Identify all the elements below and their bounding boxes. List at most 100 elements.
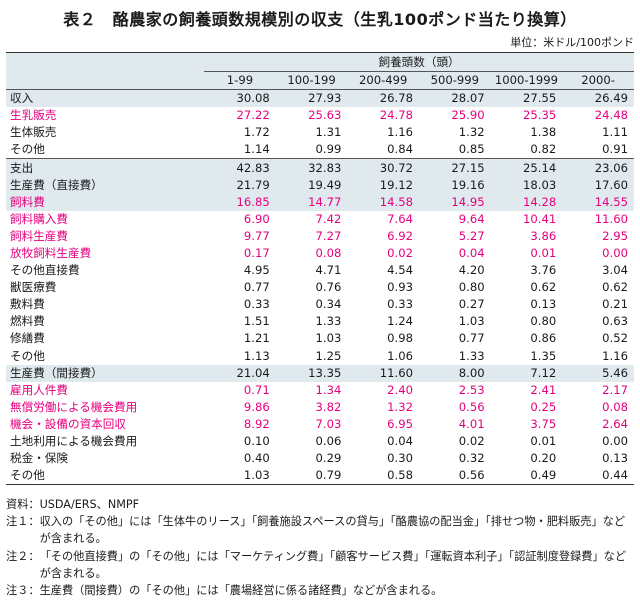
cell-value: 1.21 <box>243 331 270 346</box>
cell-value: 0.58 <box>347 467 419 486</box>
row-label: 修繕費 <box>10 331 45 346</box>
note-key: 注１： <box>6 515 40 529</box>
cell-value: 2.95 <box>602 228 628 243</box>
table-row: 土地利用による機会費用 0.10 0.06 0.04 0.02 0.01 0.00 <box>6 433 634 450</box>
cell-value: 16.85 <box>204 193 276 211</box>
table-row: その他直接費 4.95 4.71 4.54 4.20 3.76 3.04 <box>6 262 634 279</box>
column-group-header: 飼養頭数（頭） <box>204 52 634 72</box>
cell-value: 24.78 <box>379 108 413 123</box>
cell-value: 0.85 <box>458 142 485 157</box>
cell-value: 5.46 <box>562 364 634 382</box>
cell-value: 0.84 <box>387 142 413 157</box>
row-label: 無償労働による機会費用 <box>10 399 138 414</box>
cell-value: 0.10 <box>243 434 270 449</box>
row-label: 飼料購入費 <box>10 211 68 226</box>
cell-value: 7.42 <box>315 211 342 226</box>
cell-value: 1.33 <box>458 348 485 363</box>
table-row: 生産費（間接費） 21.04 13.35 11.60 8.00 7.12 5.46 <box>6 364 634 382</box>
cell-value: 30.72 <box>347 158 419 177</box>
table-row: 修繕費 1.21 1.03 0.98 0.77 0.86 0.52 <box>6 330 634 347</box>
cell-value: 0.30 <box>387 451 413 466</box>
header-corner-bottom <box>6 71 205 91</box>
cell-value: 24.48 <box>594 108 628 123</box>
cell-value: 0.04 <box>458 245 485 260</box>
row-label: 土地利用による機会費用 <box>10 434 138 449</box>
table-row: 飼料費 16.85 14.77 14.58 14.95 14.28 14.55 <box>6 193 634 211</box>
header-row-group: 飼養頭数（頭） <box>6 52 634 72</box>
cell-value: 1.03 <box>204 467 276 486</box>
table-row: 支出 42.83 32.83 30.72 27.15 25.14 23.06 <box>6 158 634 177</box>
cell-value: 1.16 <box>602 348 628 363</box>
cell-value: 3.86 <box>530 228 557 243</box>
row-label: その他 <box>10 142 45 157</box>
table-row: 獣医療費 0.77 0.76 0.93 0.80 0.62 0.62 <box>6 279 634 296</box>
cell-value: 0.32 <box>458 451 485 466</box>
cell-value: 28.07 <box>418 89 491 108</box>
cell-value: 0.93 <box>387 280 413 295</box>
cell-value: 0.56 <box>418 467 491 486</box>
cell-value: 1.13 <box>243 348 270 363</box>
cell-value: 0.80 <box>530 314 557 329</box>
cell-value: 2.40 <box>387 382 413 397</box>
cell-value: 1.25 <box>315 348 342 363</box>
cell-value: 4.71 <box>315 263 342 278</box>
column-header: 1-99 <box>204 71 276 91</box>
cell-value: 26.49 <box>562 89 634 108</box>
column-header: 100-199 <box>275 71 348 91</box>
cell-value: 0.33 <box>243 297 270 312</box>
row-label: 収入 <box>6 89 205 108</box>
cell-value: 0.02 <box>387 245 413 260</box>
row-label: 燃料費 <box>10 314 45 329</box>
cell-value: 0.17 <box>243 245 270 260</box>
table-row: 敷料費 0.33 0.34 0.33 0.27 0.13 0.21 <box>6 296 634 313</box>
note-item: 注１： 収入の「その他」には「生体牛のリース」「飼養施設スペースの貸与」「酪農協の… <box>6 513 634 547</box>
cell-value: 8.00 <box>418 364 491 382</box>
cell-value: 14.28 <box>490 193 563 211</box>
cell-value: 0.91 <box>602 142 628 157</box>
cell-value: 0.13 <box>602 451 628 466</box>
table-row: 無償労働による機会費用 9.86 3.82 1.32 0.56 0.25 0.08 <box>6 399 634 416</box>
cell-value: 25.35 <box>523 108 557 123</box>
cell-value: 0.13 <box>530 297 557 312</box>
cell-value: 7.12 <box>490 364 563 382</box>
cell-value: 0.04 <box>387 434 413 449</box>
row-label: 放牧飼料生産費 <box>10 245 92 260</box>
header-row-columns: 1-99 100-199 200-499 500-999 1000-1999 2000- <box>6 71 634 91</box>
row-label: 飼料生産費 <box>10 228 68 243</box>
cell-value: 10.41 <box>523 211 557 226</box>
table-row: 飼料生産費 9.77 7.27 6.92 5.27 3.86 2.95 <box>6 228 634 245</box>
cell-value: 14.77 <box>275 193 348 211</box>
cell-value: 0.71 <box>243 382 270 397</box>
cell-value: 14.95 <box>418 193 491 211</box>
cell-value: 0.06 <box>315 434 342 449</box>
cell-value: 1.03 <box>458 314 485 329</box>
cell-value: 25.14 <box>490 158 563 177</box>
cell-value: 6.90 <box>243 211 270 226</box>
cell-value: 19.16 <box>418 176 491 194</box>
table-row: 税金・保険 0.40 0.29 0.30 0.32 0.20 0.13 <box>6 450 634 467</box>
cell-value: 0.29 <box>315 451 342 466</box>
cell-value: 7.64 <box>387 211 413 226</box>
row-label: 敷料費 <box>10 297 45 312</box>
note-text: USDA/ERS、NMPF <box>39 498 140 511</box>
cell-value: 0.44 <box>562 467 634 486</box>
cell-value: 3.82 <box>315 399 342 414</box>
cell-value: 30.08 <box>204 89 276 108</box>
cell-value: 4.20 <box>458 263 485 278</box>
cell-value: 2.41 <box>530 382 557 397</box>
cell-value: 42.83 <box>204 158 276 177</box>
cell-value: 7.03 <box>315 416 342 431</box>
cell-value: 1.51 <box>243 314 270 329</box>
cell-value: 27.15 <box>418 158 491 177</box>
cell-value: 13.35 <box>275 364 348 382</box>
cell-value: 0.02 <box>458 434 485 449</box>
cell-value: 11.60 <box>347 364 419 382</box>
table-row: 生体販売 1.72 1.31 1.16 1.32 1.38 1.11 <box>6 124 634 141</box>
cell-value: 27.93 <box>275 89 348 108</box>
column-header: 500-999 <box>418 71 491 91</box>
row-label: 支出 <box>6 158 205 177</box>
cell-value: 0.00 <box>602 434 628 449</box>
cell-value: 14.55 <box>562 193 634 211</box>
row-label: 生産費（直接費） <box>6 176 205 194</box>
header-corner <box>6 52 205 72</box>
